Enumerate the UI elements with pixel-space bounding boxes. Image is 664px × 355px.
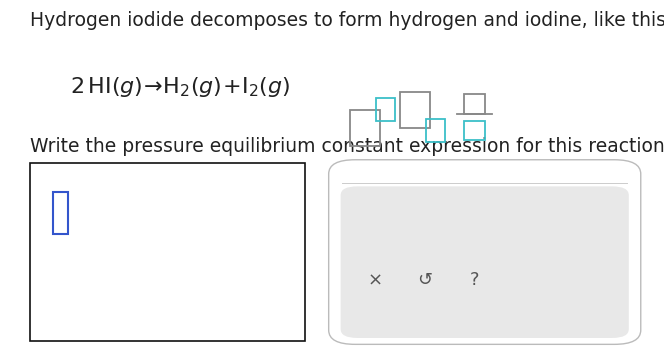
FancyBboxPatch shape — [329, 160, 641, 344]
FancyBboxPatch shape — [341, 186, 629, 338]
Text: ×: × — [368, 272, 382, 289]
Text: ?: ? — [470, 272, 479, 289]
Text: Hydrogen iodide decomposes to form hydrogen and iodine, like this:: Hydrogen iodide decomposes to form hydro… — [30, 11, 664, 30]
FancyBboxPatch shape — [30, 163, 305, 341]
Text: ↺: ↺ — [418, 272, 432, 289]
Text: Write the pressure equilibrium constant expression for this reaction.: Write the pressure equilibrium constant … — [30, 137, 664, 156]
Text: $2\,\mathsf{HI}(g)\!\rightarrow\!\mathsf{H}_2(g)\!+\!\mathsf{I}_2(g)$: $2\,\mathsf{HI}(g)\!\rightarrow\!\mathsf… — [70, 75, 290, 99]
